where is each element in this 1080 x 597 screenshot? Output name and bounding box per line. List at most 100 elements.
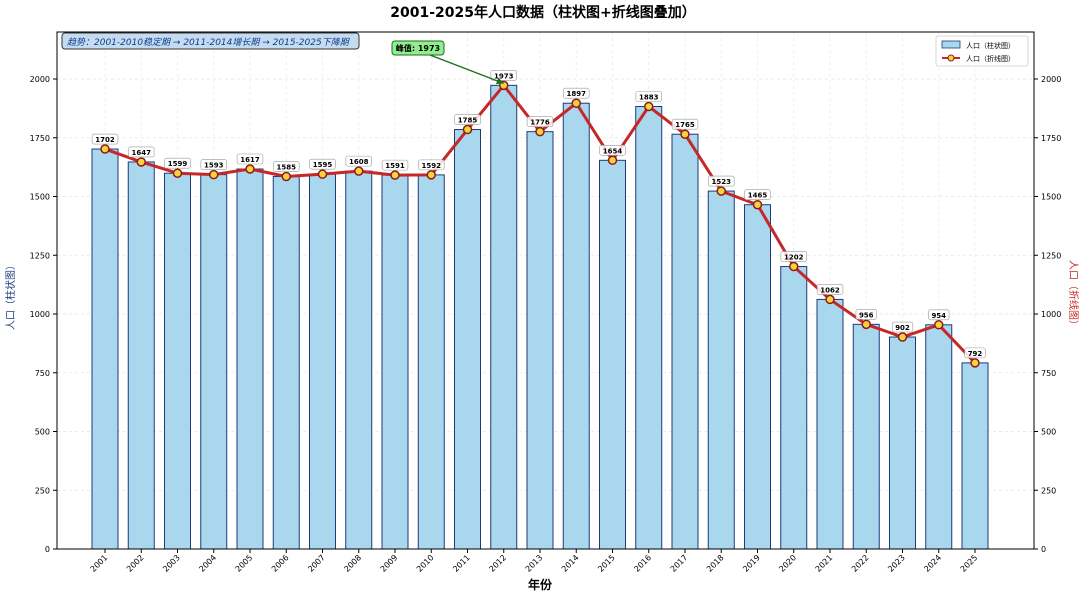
data-label-box xyxy=(164,157,191,169)
x-tick-label: 2007 xyxy=(306,553,327,574)
y-tick-label-left: 0 xyxy=(45,545,50,554)
data-label: 1883 xyxy=(639,93,659,101)
left-y-axis: 0 250 500 750 1000 1250 1500 1750 2000 xyxy=(30,75,57,554)
data-label-box xyxy=(671,118,699,130)
line-point xyxy=(245,164,255,174)
bar xyxy=(200,174,228,550)
data-label-box xyxy=(236,153,264,165)
left-y-axis-label: 人口（柱状图） xyxy=(4,260,17,330)
bar xyxy=(889,336,916,550)
data-label-box xyxy=(744,189,771,201)
line-point xyxy=(426,170,436,180)
data-label: 1062 xyxy=(820,286,840,294)
line-point xyxy=(209,169,219,180)
x-tick-label: 2019 xyxy=(741,553,762,574)
data-label: 1897 xyxy=(567,90,587,98)
y-tick-label-right: 1500 xyxy=(1041,193,1061,202)
x-tick-label: 2013 xyxy=(524,553,545,574)
line-point xyxy=(861,319,871,330)
legend: 人口（柱状图） 人口（折线图） xyxy=(935,35,1029,67)
x-tick-label: 2008 xyxy=(342,553,363,574)
bar xyxy=(816,298,844,550)
line-point xyxy=(571,98,581,108)
bar xyxy=(635,105,663,550)
data-label-box xyxy=(780,251,807,262)
data-label: 1202 xyxy=(784,254,804,262)
data-label: 1973 xyxy=(494,72,514,80)
line-point xyxy=(172,168,183,178)
data-label-box xyxy=(418,159,445,171)
x-tick-label: 2011 xyxy=(451,553,472,574)
data-label-box xyxy=(964,347,986,359)
line-point xyxy=(825,294,835,305)
data-label-box xyxy=(381,159,409,171)
bars xyxy=(91,84,989,550)
data-label-box xyxy=(200,159,227,170)
bar xyxy=(417,174,445,550)
bar xyxy=(671,133,699,550)
x-tick-label: 2017 xyxy=(669,553,690,574)
data-label-box xyxy=(708,175,735,187)
bar xyxy=(562,102,590,550)
data-label: 1776 xyxy=(530,119,550,127)
data-label: 792 xyxy=(968,350,983,358)
y-tick-label-left: 750 xyxy=(35,369,50,378)
bar xyxy=(345,170,373,550)
data-label-box xyxy=(635,91,662,102)
x-tick-label: 2005 xyxy=(234,553,255,574)
x-tick-label: 2016 xyxy=(632,553,653,574)
line-point xyxy=(462,124,473,135)
bar xyxy=(236,168,264,550)
x-tick-label: 2020 xyxy=(777,553,798,574)
legend-bar-swatch xyxy=(941,40,961,49)
y-tick-label-right: 250 xyxy=(1041,486,1056,495)
data-label-box xyxy=(454,114,481,125)
trend-annotation-box xyxy=(61,32,360,50)
line-point xyxy=(354,166,364,176)
bar xyxy=(272,176,300,550)
data-label-box xyxy=(891,321,914,333)
bar xyxy=(490,84,518,550)
bar xyxy=(707,190,735,550)
y-tick-label-right: 2000 xyxy=(1041,75,1061,84)
x-tick-label: 2004 xyxy=(197,553,218,574)
data-label-box xyxy=(490,70,517,81)
data-label-box xyxy=(563,87,590,99)
data-label: 1647 xyxy=(132,149,152,157)
data-label-box xyxy=(526,116,554,127)
bar xyxy=(744,204,771,550)
data-label: 1593 xyxy=(204,162,224,170)
x-tick-label: 2006 xyxy=(270,553,291,574)
line-point xyxy=(789,261,799,272)
y-tick-label-left: 1250 xyxy=(30,251,50,260)
x-tick-label: 2015 xyxy=(596,553,617,574)
x-tick-label: 2002 xyxy=(125,553,146,574)
line-point xyxy=(644,101,654,112)
y-tick-label-right: 1750 xyxy=(1041,134,1061,143)
data-label: 1465 xyxy=(748,192,768,200)
x-tick-label: 2025 xyxy=(959,553,980,574)
data-label: 1591 xyxy=(385,162,405,170)
y-tick-label-left: 2000 xyxy=(30,75,50,84)
data-label-box xyxy=(345,155,372,167)
data-labels: 1702 1647 1599 1593 1617 1585 1595 1608 1591 1592… xyxy=(91,70,986,359)
data-label-box xyxy=(273,161,300,172)
x-tick-label: 2023 xyxy=(886,553,907,574)
bar xyxy=(961,362,989,550)
data-label: 1585 xyxy=(277,164,297,172)
line-point xyxy=(136,157,146,167)
data-label: 1702 xyxy=(95,136,115,144)
peak-annotation: 峰值: 1973 xyxy=(391,40,504,85)
peak-label-text: 峰值: 1973 xyxy=(396,43,440,53)
line-point xyxy=(281,171,291,182)
chart-title: 2001-2025年人口数据（柱状图+折线图叠加） xyxy=(390,4,695,21)
legend-line-label: 人口（折线图） xyxy=(966,54,1015,63)
peak-arrowhead xyxy=(495,77,504,85)
bar xyxy=(164,172,191,550)
line-point xyxy=(390,170,400,180)
data-label: 1523 xyxy=(712,178,732,186)
data-label: 1765 xyxy=(675,121,695,129)
line-point xyxy=(535,126,545,137)
data-label: 1617 xyxy=(240,156,260,164)
